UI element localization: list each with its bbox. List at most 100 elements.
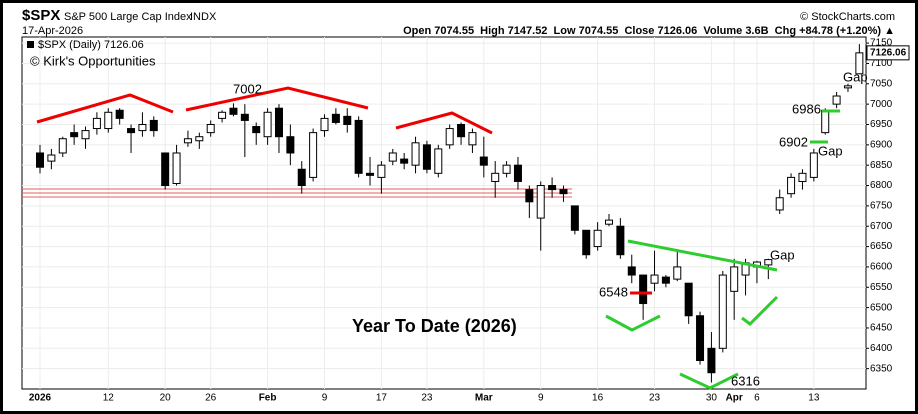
candle-body xyxy=(195,136,204,142)
watermark: © Kirk's Opportunities xyxy=(30,53,156,68)
annotation: Gap xyxy=(818,143,843,158)
index-name: S&P 500 Large Cap Index xyxy=(64,11,192,23)
candle-body xyxy=(377,164,386,178)
annotation: Gap xyxy=(770,247,795,262)
y-tick-label: 6500 xyxy=(870,302,893,313)
candle-body xyxy=(491,172,500,182)
y-tick-label: 6600 xyxy=(870,262,893,273)
candle-body xyxy=(513,164,522,182)
x-tick-label: 9 xyxy=(538,393,544,404)
candle-body xyxy=(502,164,511,174)
candle-body xyxy=(47,154,56,162)
y-tick-label: 6700 xyxy=(870,221,893,232)
annotation: 6902 xyxy=(779,134,808,149)
annotation: 6316 xyxy=(731,373,760,388)
candle-body xyxy=(593,229,602,248)
candle-body xyxy=(832,95,841,105)
y-tick-label: 7000 xyxy=(870,99,893,110)
source: © StockCharts.com xyxy=(800,11,895,23)
candle-body xyxy=(582,229,591,256)
x-tick-label: 6 xyxy=(754,393,760,404)
candle-body xyxy=(161,152,170,187)
candle-body xyxy=(616,225,625,256)
candle-body xyxy=(229,107,238,115)
candle-body xyxy=(684,282,693,317)
candle-body xyxy=(661,276,670,284)
x-tick-label: Apr xyxy=(726,393,743,404)
y-tick-label: 6950 xyxy=(870,119,893,130)
plot-area xyxy=(21,36,867,390)
candle-body xyxy=(297,168,306,187)
y-tick-label: 6900 xyxy=(870,139,893,150)
candle-body xyxy=(605,219,613,225)
candle-body xyxy=(525,189,534,203)
x-tick-label: 26 xyxy=(205,393,217,404)
candle-body xyxy=(843,85,852,89)
trend-lines xyxy=(605,109,840,390)
x-tick-label: Feb xyxy=(259,393,277,404)
exchange: INDX xyxy=(190,11,217,23)
candle-body xyxy=(639,274,648,305)
annotation: 6548 xyxy=(599,284,628,299)
candle-body xyxy=(36,152,44,168)
candle-body xyxy=(570,205,579,231)
last-price: 7126.06 xyxy=(870,47,907,58)
candle-body xyxy=(115,109,124,119)
candle-body xyxy=(650,274,659,284)
x-tick-label: 2026 xyxy=(29,393,52,404)
candle-body xyxy=(536,185,545,219)
quote: Open 7074.55 High 7147.52 Low 7074.55 Cl… xyxy=(403,25,895,37)
candle-body xyxy=(479,156,488,166)
candle-body xyxy=(138,123,147,132)
annotation: 7002 xyxy=(233,81,262,96)
candle-body xyxy=(798,172,807,182)
candle-body xyxy=(388,152,397,162)
annotation: Gap xyxy=(843,69,868,84)
candle-body xyxy=(457,123,466,138)
candle-body xyxy=(274,107,283,138)
candle-body xyxy=(673,266,682,280)
y-tick-label: 7100 xyxy=(870,58,893,69)
x-tick-label: 17 xyxy=(376,393,388,404)
candle-body xyxy=(286,136,295,154)
candle-body xyxy=(821,109,830,134)
candle-body xyxy=(70,132,79,138)
y-tick-label: 6350 xyxy=(870,363,893,374)
candle-body xyxy=(81,130,90,140)
resistance-lines xyxy=(36,86,493,135)
x-tick-label: 9 xyxy=(322,393,328,404)
candle-body xyxy=(445,128,454,146)
x-tick-label: 30 xyxy=(706,393,718,404)
x-tick-label: 13 xyxy=(808,393,820,404)
symbol: $SPX xyxy=(22,7,60,24)
candle-body xyxy=(240,113,249,121)
price-box xyxy=(866,45,910,61)
legend: $SPX (Daily) 7126.06 xyxy=(38,39,144,51)
candle-body xyxy=(354,119,363,174)
candle-body xyxy=(183,138,192,144)
candle-body xyxy=(730,266,739,292)
y-tick-label: 6450 xyxy=(870,323,893,334)
candle-body xyxy=(400,158,409,164)
candle-body xyxy=(411,142,420,166)
candle-body xyxy=(809,152,818,178)
candle-body xyxy=(263,111,272,138)
candle-body xyxy=(696,315,705,362)
candle-body xyxy=(718,274,727,349)
x-tick-label: 23 xyxy=(649,393,661,404)
x-tick-label: 23 xyxy=(421,393,433,404)
x-tick-label: 12 xyxy=(103,393,115,404)
candle-body xyxy=(218,111,227,119)
candle-body xyxy=(206,123,215,134)
y-tick-label: 6650 xyxy=(870,241,893,252)
candle-body xyxy=(422,144,431,170)
candle-body xyxy=(172,152,181,184)
y-tick-label: 7150 xyxy=(870,38,893,49)
candle-body xyxy=(559,189,568,195)
x-tick-label: Mar xyxy=(475,393,493,404)
candle-body xyxy=(127,128,136,134)
y-tick-label: 6800 xyxy=(870,180,893,191)
candle-body xyxy=(58,138,67,154)
